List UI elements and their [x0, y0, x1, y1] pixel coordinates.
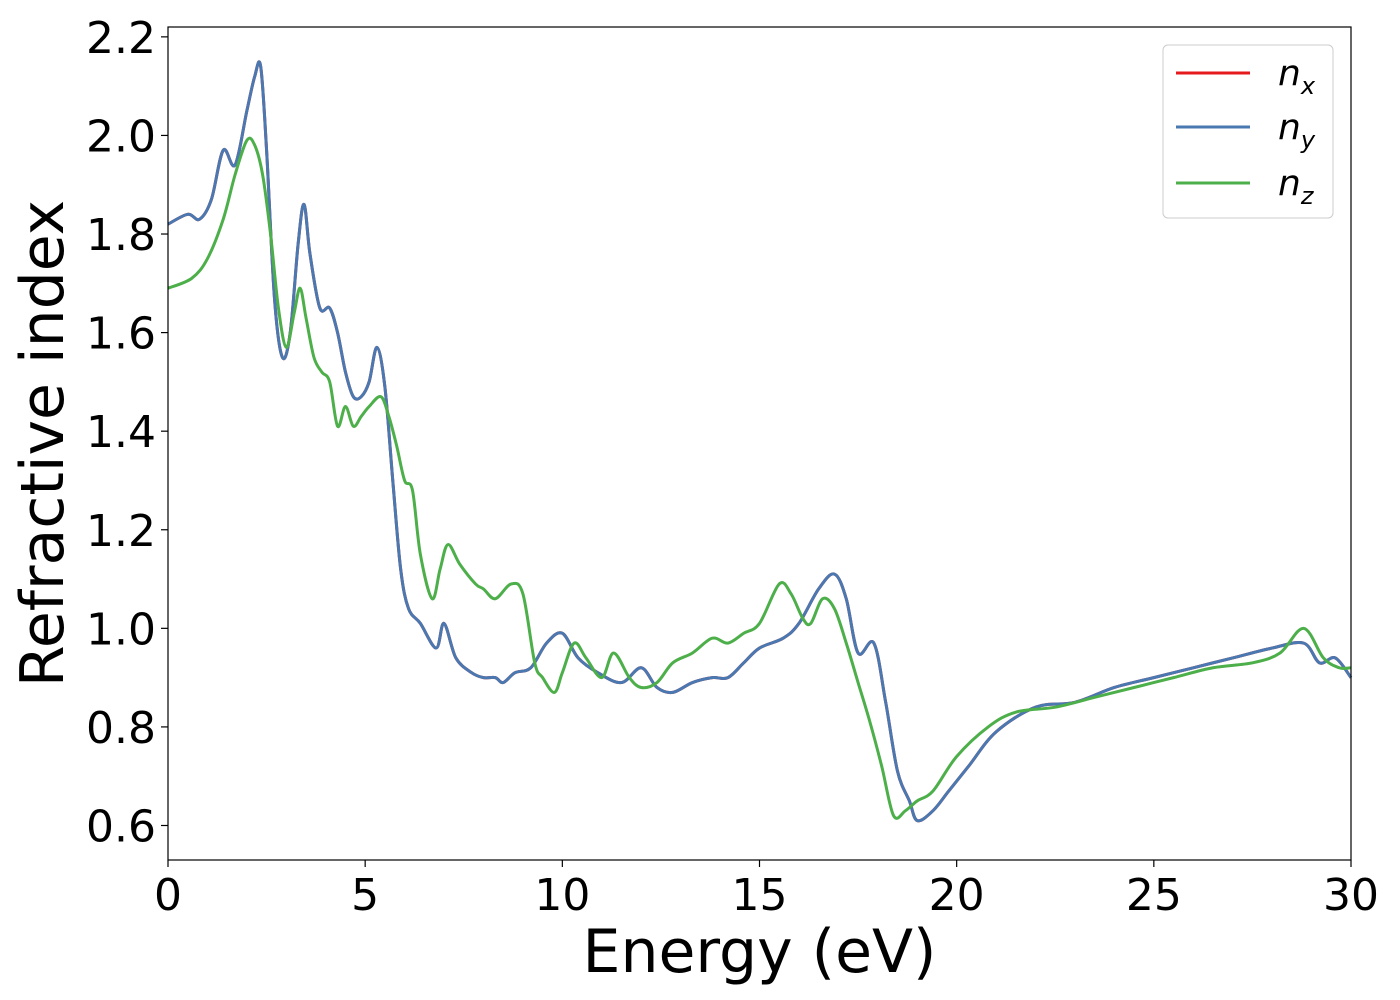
- series-line-nz: [167, 136, 1352, 820]
- legend-label-ny: ny: [1278, 107, 1316, 154]
- y-tick-label: 1.2: [86, 506, 156, 557]
- x-tick-label: 0: [154, 870, 182, 921]
- x-axis-label: Energy (eV): [583, 917, 937, 987]
- y-tick-label: 2.0: [86, 111, 156, 162]
- y-axis-label: Refractive index: [8, 200, 78, 687]
- legend-frame: [1162, 44, 1334, 219]
- y-tick-label: 0.8: [86, 703, 156, 754]
- y-tick-label: 0.6: [86, 801, 156, 852]
- legend-label-nx-main: n: [1278, 53, 1301, 94]
- x-tick-label: 25: [1126, 870, 1182, 921]
- y-tick-label: 1.0: [86, 604, 156, 655]
- y-tick-label: 1.6: [86, 309, 156, 360]
- x-tick-label: 20: [929, 870, 985, 921]
- legend-label-nz-main: n: [1278, 163, 1301, 204]
- legend-label-ny-main: n: [1278, 107, 1301, 148]
- legend-label-nx-sub: x: [1300, 72, 1316, 100]
- y-tick-label: 1.4: [86, 407, 156, 458]
- x-tick-label: 5: [351, 870, 379, 921]
- x-tick-label: 15: [732, 870, 788, 921]
- y-tick-label: 1.8: [86, 210, 156, 261]
- legend-label-nx: nx: [1278, 53, 1316, 100]
- legend-label-nz-sub: z: [1300, 182, 1315, 210]
- ticks-layer: 0 5 10 15 20 25 30 0.6 0.8 1.0 1.2 1.4 1.6 1.8 2.0 2.2: [86, 13, 1379, 921]
- x-tick-label: 30: [1323, 870, 1379, 921]
- x-tick-label: 10: [534, 870, 590, 921]
- y-tick-label: 2.2: [86, 13, 156, 64]
- legend: nx ny nz: [1162, 44, 1334, 219]
- series-layer: [167, 60, 1353, 823]
- legend-label-ny-sub: y: [1300, 126, 1316, 154]
- legend-label-nz: nz: [1278, 163, 1315, 210]
